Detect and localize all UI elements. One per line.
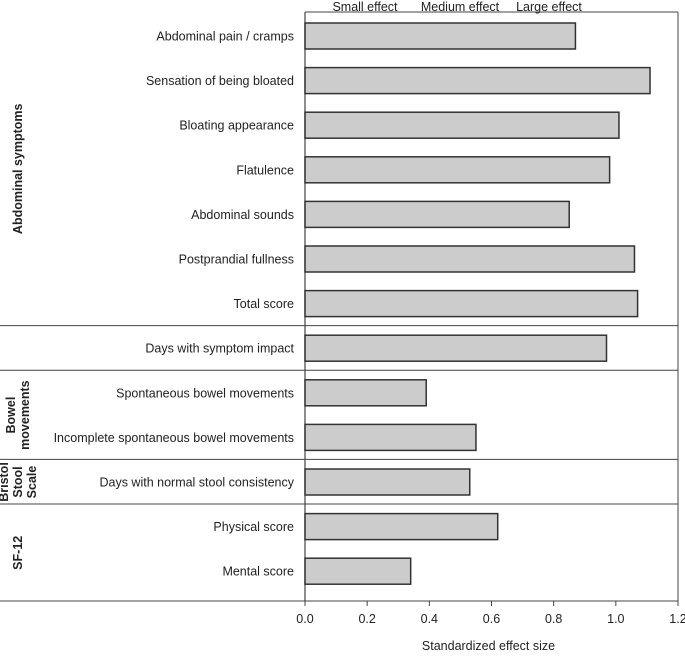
category-label: Spontaneous bowel movements bbox=[116, 386, 294, 400]
category-label: Abdominal pain / cramps bbox=[156, 30, 294, 44]
bar bbox=[304, 334, 608, 362]
category-label: Postprandial fullness bbox=[179, 253, 294, 267]
bar bbox=[304, 557, 412, 585]
group-label: Stool bbox=[11, 466, 25, 497]
bar bbox=[304, 22, 577, 50]
bar bbox=[304, 66, 651, 95]
x-tick-label: 0.0 bbox=[296, 612, 313, 626]
group-label: Scale bbox=[25, 466, 39, 499]
bar bbox=[304, 512, 499, 541]
bar bbox=[304, 200, 570, 229]
x-axis-title: Standardized effect size bbox=[422, 639, 555, 653]
group-label: SF-12 bbox=[11, 536, 25, 570]
bar bbox=[304, 289, 639, 318]
group-label: Abdominal symptoms bbox=[11, 103, 25, 234]
category-label: Abdominal sounds bbox=[191, 208, 294, 222]
category-label: Mental score bbox=[222, 565, 294, 579]
x-tick-label: 0.4 bbox=[421, 612, 438, 626]
x-tick-label: 0.2 bbox=[358, 612, 375, 626]
x-tick-label: 0.8 bbox=[545, 612, 562, 626]
group-label: movements bbox=[18, 380, 32, 450]
bar bbox=[304, 111, 620, 139]
group-label: Bristol bbox=[0, 462, 11, 502]
category-label: Total score bbox=[234, 297, 294, 311]
bar bbox=[304, 423, 477, 452]
bar bbox=[304, 468, 471, 496]
effect-label: Large effect bbox=[516, 0, 582, 14]
category-label: Days with symptom impact bbox=[145, 342, 294, 356]
group-label: Bowel bbox=[4, 397, 18, 434]
category-label: Days with normal stool consistency bbox=[99, 476, 294, 490]
category-label: Flatulence bbox=[236, 163, 294, 177]
x-tick-label: 1.2 bbox=[669, 612, 685, 626]
bar bbox=[304, 245, 636, 273]
category-label: Bloating appearance bbox=[179, 119, 294, 133]
effect-label: Small effect bbox=[332, 0, 398, 14]
x-tick-label: 0.6 bbox=[483, 612, 500, 626]
category-label: Sensation of being bloated bbox=[146, 74, 294, 88]
x-tick-label: 1.0 bbox=[607, 612, 624, 626]
category-label: Incomplete spontaneous bowel movements bbox=[54, 431, 294, 445]
effect-label: Medium effect bbox=[421, 0, 500, 14]
bar bbox=[304, 379, 427, 407]
bar bbox=[304, 156, 611, 184]
category-label: Physical score bbox=[213, 520, 294, 534]
